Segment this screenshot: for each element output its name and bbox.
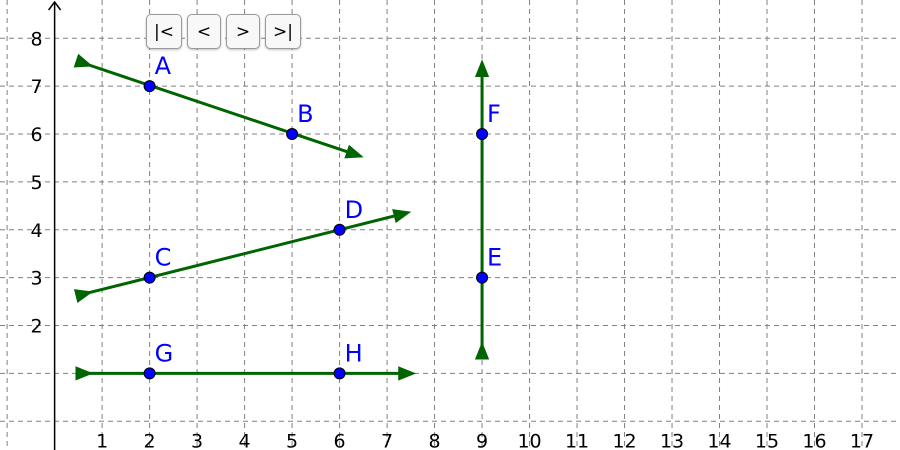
y-tick-label: 9 bbox=[31, 0, 43, 2]
point-b[interactable] bbox=[286, 128, 299, 141]
x-tick-label: 15 bbox=[755, 430, 779, 450]
x-tick-label: 6 bbox=[334, 430, 346, 450]
point-label-f: F bbox=[487, 100, 501, 128]
y-axis-arrow-icon bbox=[48, 0, 62, 11]
x-tick-label: 3 bbox=[191, 430, 203, 450]
x-tick-label: 8 bbox=[429, 430, 441, 450]
x-tick-label: 1 bbox=[96, 430, 108, 450]
y-tick-label: 4 bbox=[31, 220, 43, 242]
point-label-h: H bbox=[345, 339, 363, 367]
first-step-button[interactable]: |< bbox=[146, 14, 182, 49]
last-step-button[interactable]: >| bbox=[264, 14, 301, 49]
x-tick-label: 2 bbox=[144, 430, 156, 450]
previous-step-button[interactable]: < bbox=[186, 14, 221, 49]
point-label-c: C bbox=[155, 244, 172, 272]
point-label-g: G bbox=[155, 339, 174, 367]
x-tick-label: 13 bbox=[660, 430, 684, 450]
point-d[interactable] bbox=[333, 223, 346, 236]
point-e[interactable] bbox=[476, 271, 489, 284]
y-tick-label: 3 bbox=[31, 268, 43, 290]
point-label-d: D bbox=[345, 196, 363, 224]
x-tick-label: 17 bbox=[850, 430, 874, 450]
next-step-button[interactable]: > bbox=[225, 14, 260, 49]
axes bbox=[48, 0, 62, 450]
y-tick-label: 2 bbox=[31, 316, 43, 338]
point-a[interactable] bbox=[143, 80, 156, 93]
x-tick-label: 10 bbox=[517, 430, 541, 450]
x-tick-label: 11 bbox=[565, 430, 589, 450]
x-tick-label: 7 bbox=[381, 430, 393, 450]
point-label-e: E bbox=[487, 244, 502, 272]
x-tick-label: 12 bbox=[612, 430, 636, 450]
point-label-b: B bbox=[297, 100, 313, 128]
x-tick-label: 16 bbox=[802, 430, 826, 450]
x-tick-label: 14 bbox=[707, 430, 731, 450]
points: A B C D E F G H bbox=[143, 52, 502, 380]
y-tick-label: 6 bbox=[31, 124, 43, 146]
line-cd[interactable] bbox=[73, 209, 412, 304]
point-label-a: A bbox=[155, 52, 172, 80]
y-tick-label: 8 bbox=[31, 28, 43, 50]
y-tick-label: 7 bbox=[31, 76, 43, 98]
y-tick-label: 5 bbox=[31, 172, 43, 194]
point-f[interactable] bbox=[476, 128, 489, 141]
point-g[interactable] bbox=[143, 367, 156, 380]
x-tick-label: 4 bbox=[239, 430, 251, 450]
lines bbox=[73, 53, 490, 381]
point-h[interactable] bbox=[333, 367, 346, 380]
tick-labels: 123456789101112131415161723456789 bbox=[31, 0, 875, 450]
navigation-toolbar: |< < > >| bbox=[146, 14, 301, 49]
line-ab[interactable] bbox=[73, 53, 364, 159]
point-c[interactable] bbox=[143, 271, 156, 284]
x-tick-label: 9 bbox=[476, 430, 488, 450]
x-tick-label: 5 bbox=[286, 430, 298, 450]
